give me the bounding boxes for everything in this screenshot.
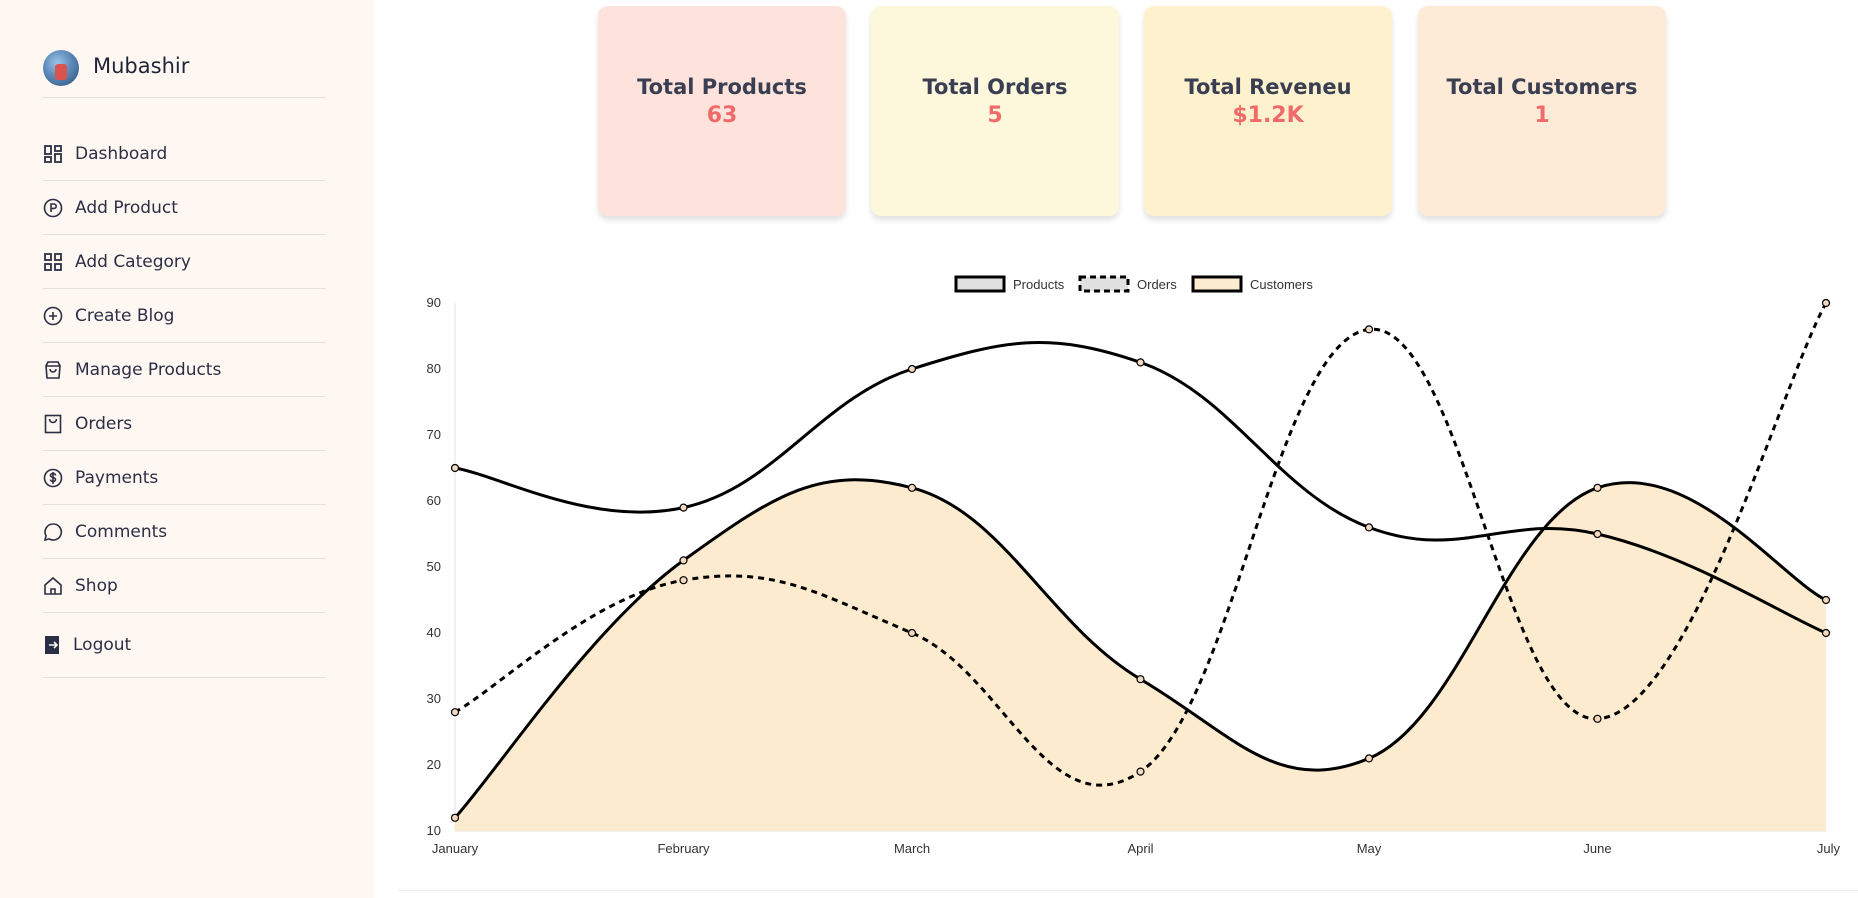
data-point-products bbox=[679, 503, 688, 512]
bag-icon bbox=[43, 360, 63, 380]
user-profile[interactable]: Mubashir bbox=[43, 50, 326, 98]
stat-title: Total Customers bbox=[1446, 74, 1638, 99]
avatar bbox=[43, 50, 79, 86]
stat-title: Total Products bbox=[637, 74, 807, 99]
grid-icon bbox=[43, 144, 63, 164]
sidebar-item-label: Shop bbox=[75, 575, 118, 596]
data-point-products bbox=[1821, 628, 1831, 638]
sidebar-item-shop[interactable]: Shop bbox=[43, 559, 326, 613]
logout-button[interactable]: Logout bbox=[43, 613, 326, 678]
legend-label-orders: Orders bbox=[1137, 277, 1177, 292]
data-point-orders bbox=[1593, 714, 1602, 723]
legend-label-customers: Customers bbox=[1250, 277, 1313, 292]
data-point-customers bbox=[1364, 754, 1374, 763]
sidebar-item-payments[interactable]: Payments bbox=[43, 451, 326, 505]
y-tick-label: 20 bbox=[427, 757, 441, 772]
y-tick-label: 10 bbox=[427, 823, 441, 838]
y-tick-label: 80 bbox=[427, 361, 441, 376]
dollar-circle-icon bbox=[43, 468, 63, 488]
x-tick-label: April bbox=[1127, 841, 1153, 856]
x-tick-label: March bbox=[894, 841, 930, 856]
sidebar-item-label: Dashboard bbox=[75, 143, 168, 164]
stat-title: Total Reveneu bbox=[1184, 74, 1352, 99]
sidebar-item-label: Add Product bbox=[75, 197, 178, 218]
data-point-products bbox=[1364, 523, 1374, 532]
stat-card-total-revenue: Total Reveneu $1.2K bbox=[1144, 6, 1392, 216]
data-point-products bbox=[907, 364, 917, 374]
legend-label-products: Products bbox=[1013, 277, 1065, 292]
chart-svg: 10 20 30 40 50 60 70 80 90 January February March Ap… bbox=[427, 275, 1841, 856]
sidebar-item-add-product[interactable]: Add Product bbox=[43, 181, 326, 235]
x-tick-label: May bbox=[1357, 841, 1382, 856]
data-point-orders bbox=[1136, 767, 1145, 776]
y-tick-label: 70 bbox=[427, 427, 441, 442]
stat-value: $1.2K bbox=[1232, 102, 1304, 128]
stat-value: 1 bbox=[1534, 102, 1550, 128]
logout-icon bbox=[43, 635, 63, 655]
y-tick-label: 40 bbox=[427, 625, 441, 640]
data-point-orders bbox=[679, 576, 688, 585]
sidebar-item-label: Comments bbox=[75, 521, 168, 542]
legend-swatch-customers bbox=[1191, 275, 1243, 293]
data-point-customers bbox=[1136, 675, 1145, 684]
data-point-customers bbox=[907, 483, 917, 492]
sidebar-item-label: Payments bbox=[75, 467, 159, 488]
sidebar-item-add-category[interactable]: Add Category bbox=[43, 235, 326, 289]
sidebar-item-manage-products[interactable]: Manage Products bbox=[43, 343, 326, 397]
data-point-customers bbox=[1593, 483, 1602, 492]
data-point-customers bbox=[679, 556, 688, 565]
data-point-orders bbox=[450, 708, 460, 717]
sidebar-nav: Dashboard Add Product Add Category Creat… bbox=[43, 127, 326, 678]
sidebar-item-create-blog[interactable]: Create Blog bbox=[43, 289, 326, 343]
sidebar-item-label: Add Category bbox=[75, 251, 191, 272]
sidebar-item-dashboard[interactable]: Dashboard bbox=[43, 127, 326, 181]
legend-swatch-products bbox=[954, 275, 1006, 293]
line-chart: 10 20 30 40 50 60 70 80 90 January February March Ap… bbox=[398, 260, 1858, 891]
sidebar-item-comments[interactable]: Comments bbox=[43, 505, 326, 559]
sidebar-item-label: Orders bbox=[75, 413, 133, 434]
stat-value: 5 bbox=[987, 102, 1003, 128]
data-point-customers bbox=[450, 813, 460, 822]
sidebar: Mubashir Dashboard Add Product Add Categ… bbox=[0, 0, 374, 898]
data-point-orders bbox=[1821, 298, 1831, 308]
legend-swatch-orders bbox=[1078, 275, 1130, 293]
x-tick-label: June bbox=[1583, 841, 1611, 856]
sidebar-item-label: Create Blog bbox=[75, 305, 175, 326]
chat-bubble-icon bbox=[43, 522, 63, 542]
product-circle-icon bbox=[43, 198, 63, 218]
y-tick-label: 50 bbox=[427, 559, 441, 574]
stat-value: 63 bbox=[706, 102, 738, 128]
grid-icon bbox=[43, 252, 63, 272]
series-area-customers bbox=[455, 479, 1826, 831]
data-point-customers bbox=[1821, 595, 1831, 605]
x-tick-label: February bbox=[657, 841, 710, 856]
data-point-products bbox=[450, 463, 460, 473]
plus-circle-icon bbox=[43, 306, 63, 326]
series-line-orders bbox=[454, 302, 1828, 787]
stat-card-total-orders: Total Orders 5 bbox=[871, 6, 1119, 216]
home-icon bbox=[43, 576, 63, 596]
stat-title: Total Orders bbox=[922, 74, 1068, 99]
data-point-products bbox=[1593, 529, 1602, 539]
data-point-orders bbox=[907, 628, 917, 638]
sidebar-item-orders[interactable]: Orders bbox=[43, 397, 326, 451]
x-tick-label: January bbox=[432, 841, 479, 856]
shopping-bag-icon bbox=[43, 414, 63, 434]
y-tick-label: 30 bbox=[427, 691, 441, 706]
data-point-orders bbox=[1364, 325, 1374, 334]
y-tick-label: 60 bbox=[427, 493, 441, 508]
sidebar-item-label: Manage Products bbox=[75, 359, 222, 380]
y-tick-label: 90 bbox=[427, 295, 441, 310]
logout-label: Logout bbox=[73, 635, 132, 655]
stat-card-total-customers: Total Customers 1 bbox=[1418, 6, 1666, 216]
user-name: Mubashir bbox=[93, 54, 190, 78]
data-point-products bbox=[1136, 358, 1145, 367]
stat-card-total-products: Total Products 63 bbox=[598, 6, 846, 216]
x-tick-label: July bbox=[1817, 841, 1841, 856]
